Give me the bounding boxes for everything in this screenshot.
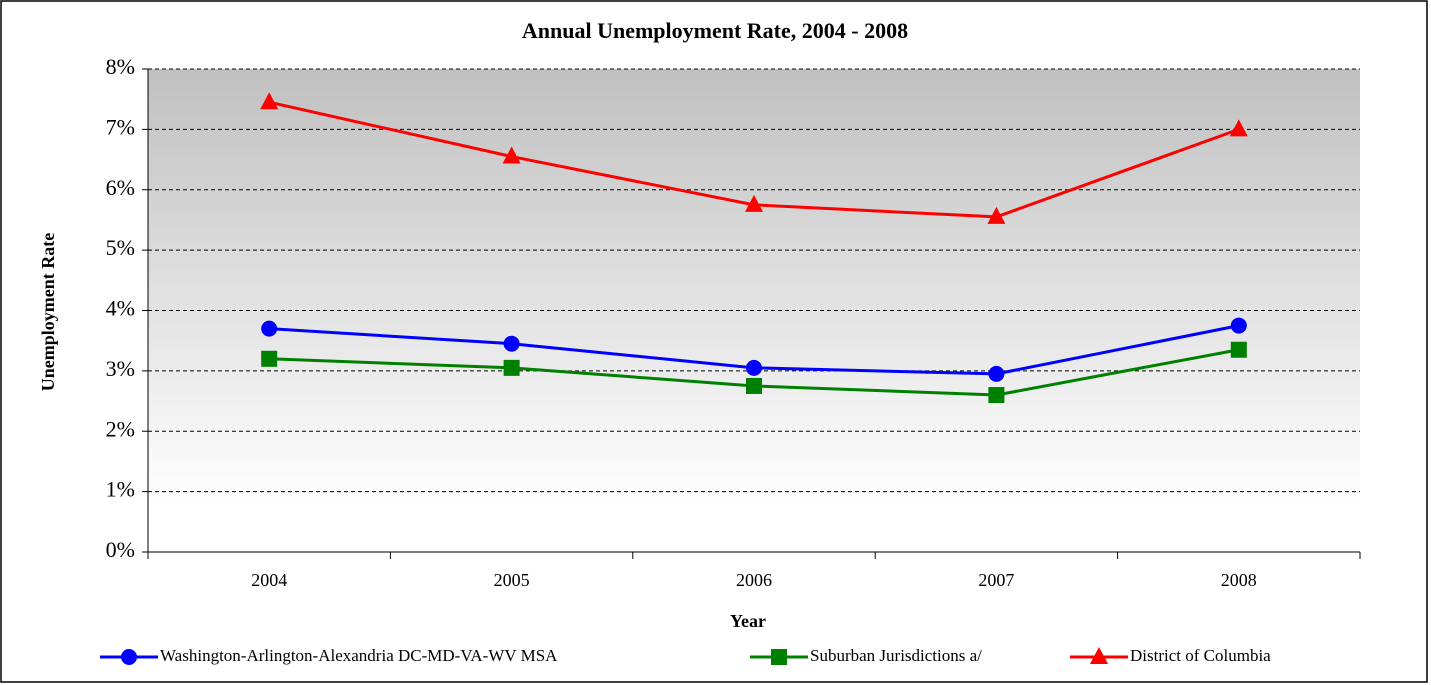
y-tick-label: 7% xyxy=(106,114,135,139)
y-tick-label: 0% xyxy=(106,537,135,562)
legend-marker xyxy=(1090,647,1108,664)
y-tick-label: 1% xyxy=(106,477,135,502)
data-point xyxy=(746,377,762,394)
x-tick-label: 2004 xyxy=(251,570,287,590)
data-point xyxy=(260,92,279,110)
data-point xyxy=(988,387,1005,404)
data-point xyxy=(503,335,520,352)
legend-label: District of Columbia xyxy=(1130,646,1271,665)
x-tick-label: 2007 xyxy=(978,570,1014,590)
data-point xyxy=(1230,341,1247,358)
x-tick-label: 2005 xyxy=(494,570,530,590)
y-tick-label: 2% xyxy=(106,416,135,441)
data-point xyxy=(261,350,278,367)
legend-marker xyxy=(121,649,137,665)
data-point xyxy=(746,359,762,376)
legend-label: Suburban Jurisdictions a/ xyxy=(810,646,982,665)
legend-marker xyxy=(771,649,787,665)
x-tick-label: 2008 xyxy=(1221,570,1257,590)
x-tick-label: 2006 xyxy=(736,570,772,590)
chart-title: Annual Unemployment Rate, 2004 - 2008 xyxy=(522,18,908,43)
data-point xyxy=(987,206,1006,224)
data-point xyxy=(503,359,520,376)
data-point xyxy=(745,194,763,212)
x-axis-label: Year xyxy=(730,611,766,631)
legend-label: Washington-Arlington-Alexandria DC-MD-VA… xyxy=(160,646,558,665)
y-axis-label: Unemployment Rate xyxy=(38,233,58,391)
y-tick-label: 3% xyxy=(106,356,135,381)
y-tick-label: 5% xyxy=(106,235,135,260)
y-tick-label: 8% xyxy=(106,54,135,79)
y-tick-label: 6% xyxy=(106,175,135,200)
data-point xyxy=(502,146,521,164)
data-point xyxy=(1229,119,1248,137)
y-tick-label: 4% xyxy=(106,296,135,321)
data-point xyxy=(1230,317,1247,334)
data-point xyxy=(261,320,278,337)
data-point xyxy=(988,365,1005,382)
